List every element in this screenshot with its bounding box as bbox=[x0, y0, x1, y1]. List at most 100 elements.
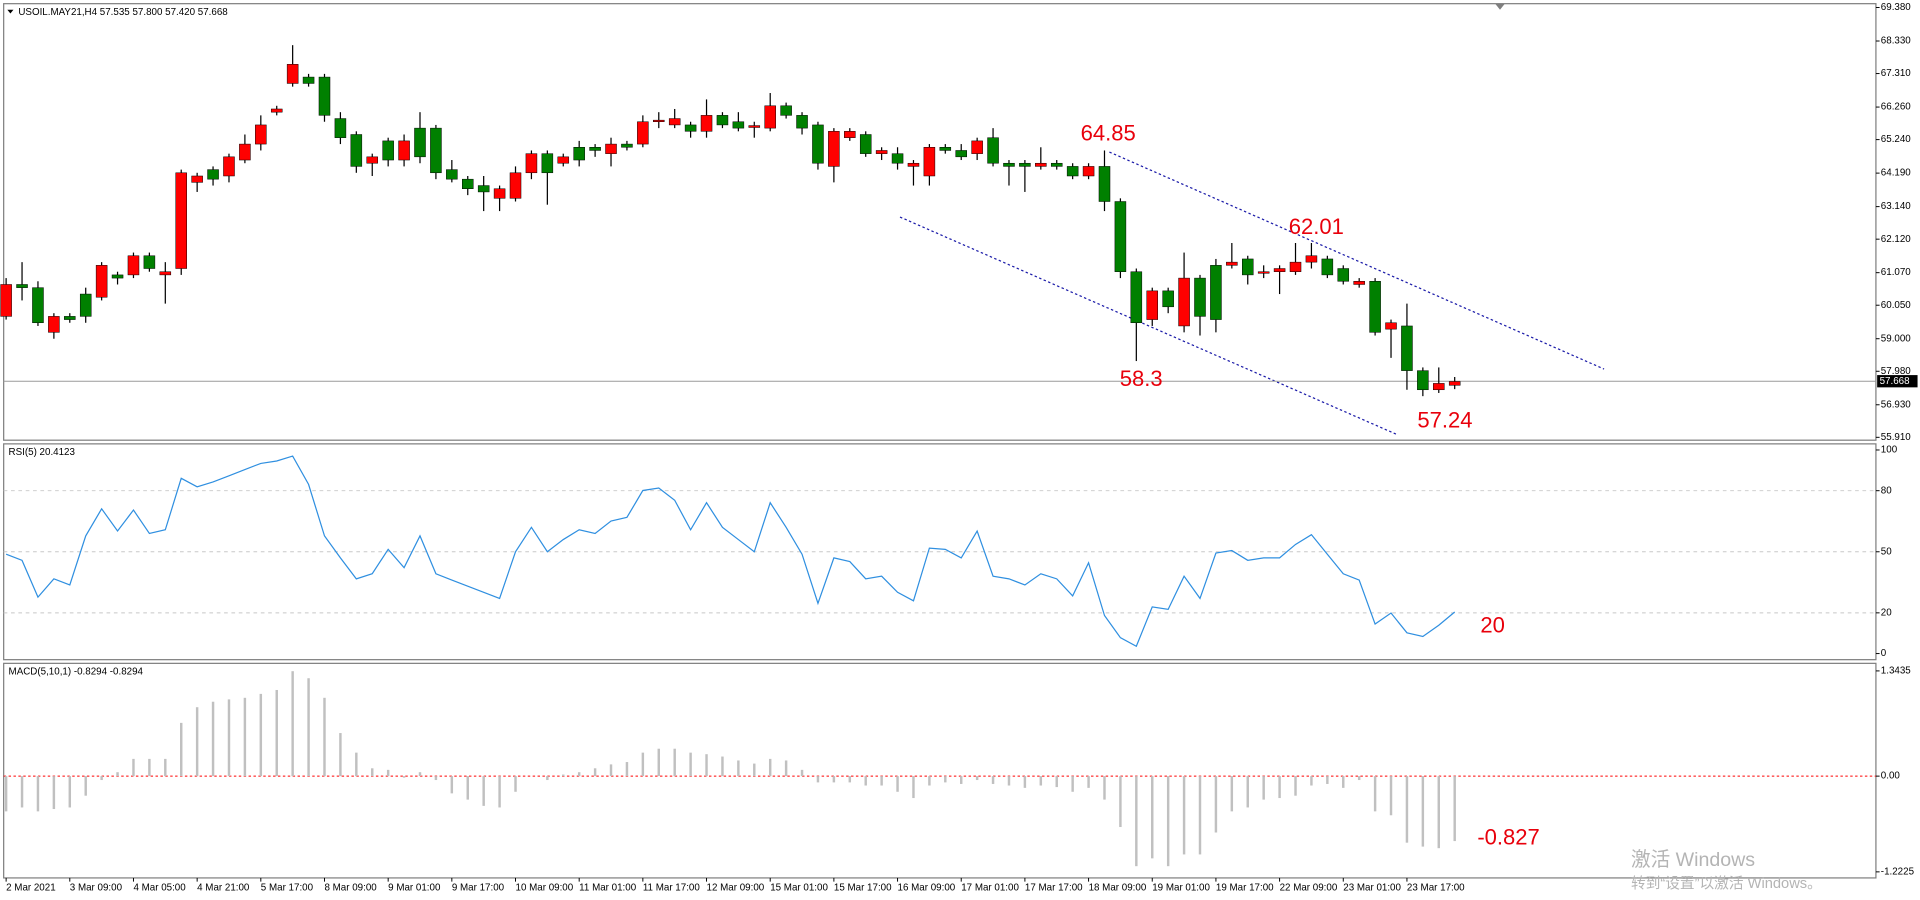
histogram-bar bbox=[1357, 776, 1361, 781]
candle-body bbox=[605, 143, 617, 154]
y-tick-label: 100 bbox=[1881, 445, 1898, 456]
histogram-bar bbox=[609, 764, 613, 777]
candle-body bbox=[637, 121, 649, 145]
x-tick-label: 15 Mar 17:00 bbox=[834, 882, 892, 893]
annotation: 62.01 bbox=[1289, 214, 1344, 239]
menu-arrow[interactable] bbox=[7, 9, 14, 14]
candle-body bbox=[0, 284, 12, 317]
candle-body bbox=[1050, 162, 1063, 167]
candle-body bbox=[621, 143, 633, 148]
annotation: 58.3 bbox=[1120, 366, 1163, 391]
macd-title: MACD(5,10,1) -0.8294 -0.8294 bbox=[9, 667, 144, 678]
candle-body bbox=[334, 118, 347, 138]
y-tick-label: 64.190 bbox=[1881, 168, 1911, 179]
histogram-bar bbox=[800, 769, 804, 777]
candle-body bbox=[95, 265, 108, 298]
histogram-bar bbox=[1119, 776, 1122, 828]
y-tick-label: -1.2225 bbox=[1881, 866, 1915, 877]
x-tick-label: 9 Mar 17:00 bbox=[452, 882, 505, 893]
histogram-bar bbox=[1373, 776, 1377, 812]
x-tick-label: 19 Mar 17:00 bbox=[1216, 882, 1274, 893]
x-tick-label: 5 Mar 17:00 bbox=[261, 882, 314, 893]
rsi-title: RSI(5) 20.4123 bbox=[9, 447, 76, 458]
histogram-bar bbox=[753, 763, 756, 777]
histogram-bar bbox=[577, 772, 581, 777]
candle-body bbox=[1114, 201, 1127, 272]
trend-line bbox=[1109, 151, 1605, 370]
histogram-bar bbox=[975, 776, 979, 781]
candle-body bbox=[239, 143, 251, 161]
histogram-bar bbox=[52, 776, 56, 810]
histogram-bar bbox=[1405, 776, 1409, 843]
x-tick-label: 9 Mar 01:00 bbox=[388, 882, 441, 893]
candle-body bbox=[1385, 322, 1397, 330]
candle-body bbox=[1448, 381, 1461, 386]
scroll-marker bbox=[1495, 3, 1505, 10]
candle-body bbox=[1210, 265, 1222, 320]
histogram-bar bbox=[960, 776, 963, 784]
histogram-bar bbox=[1055, 776, 1058, 788]
candle-body bbox=[143, 255, 156, 269]
histogram-bar bbox=[498, 776, 501, 808]
candle-body bbox=[844, 131, 856, 138]
histogram-bar bbox=[211, 701, 215, 777]
annotation: 64.85 bbox=[1081, 121, 1136, 146]
candle-body bbox=[700, 115, 713, 132]
candle-body bbox=[875, 150, 888, 154]
candle-body bbox=[1019, 162, 1031, 167]
candle-body bbox=[923, 147, 936, 177]
candle-body bbox=[541, 153, 554, 174]
histogram-bar bbox=[307, 678, 310, 777]
histogram-bar bbox=[1087, 776, 1090, 788]
y-tick-label: 0.00 bbox=[1881, 771, 1901, 782]
histogram-bar bbox=[180, 722, 183, 777]
candle-body bbox=[1194, 277, 1206, 317]
candle-body bbox=[302, 76, 315, 84]
candle-body bbox=[270, 108, 283, 113]
candle-body bbox=[16, 284, 28, 288]
y-tick-label: 80 bbox=[1881, 485, 1892, 496]
histogram-bar bbox=[227, 699, 231, 777]
candle-body bbox=[175, 172, 187, 269]
candle-body bbox=[493, 188, 506, 199]
candle-body bbox=[525, 153, 538, 174]
last-price-box bbox=[1877, 375, 1918, 388]
histogram-bar bbox=[991, 776, 995, 784]
candle-body bbox=[207, 169, 219, 180]
histogram-bar bbox=[1151, 776, 1154, 859]
candle-body bbox=[111, 274, 124, 279]
candle-body bbox=[1337, 268, 1350, 282]
histogram-bar bbox=[705, 754, 708, 777]
candle-body bbox=[318, 76, 331, 116]
candle-body bbox=[509, 172, 522, 199]
y-tick-label: 62.120 bbox=[1881, 234, 1911, 245]
histogram-bar bbox=[896, 776, 899, 792]
candle-body bbox=[64, 316, 76, 320]
histogram-bar bbox=[562, 774, 565, 777]
histogram-bar bbox=[848, 776, 852, 783]
candle-body bbox=[859, 134, 872, 154]
histogram-bar bbox=[832, 776, 836, 783]
candle-body bbox=[1082, 166, 1095, 177]
histogram-bar bbox=[1278, 776, 1281, 799]
histogram-bar bbox=[434, 776, 438, 781]
candle-body bbox=[350, 134, 363, 167]
histogram-bar bbox=[1103, 776, 1106, 800]
histogram-bar bbox=[1166, 776, 1170, 867]
y-tick-label: 20 bbox=[1881, 607, 1892, 618]
histogram-bar bbox=[816, 776, 820, 783]
candle-body bbox=[796, 115, 808, 129]
histogram-bar bbox=[546, 776, 549, 781]
x-tick-label: 23 Mar 17:00 bbox=[1407, 882, 1465, 893]
histogram-bar bbox=[768, 758, 772, 777]
candle-body bbox=[764, 105, 776, 129]
x-tick-label: 22 Mar 09:00 bbox=[1280, 882, 1338, 893]
histogram-bar bbox=[386, 769, 390, 777]
y-tick-label: 56.930 bbox=[1881, 399, 1911, 410]
histogram-bar bbox=[1214, 776, 1218, 833]
histogram-bar bbox=[944, 776, 947, 783]
y-tick-label: 50 bbox=[1881, 546, 1892, 557]
histogram-bar bbox=[36, 776, 40, 812]
histogram-bar bbox=[1198, 776, 1202, 855]
candle-body bbox=[127, 255, 140, 276]
